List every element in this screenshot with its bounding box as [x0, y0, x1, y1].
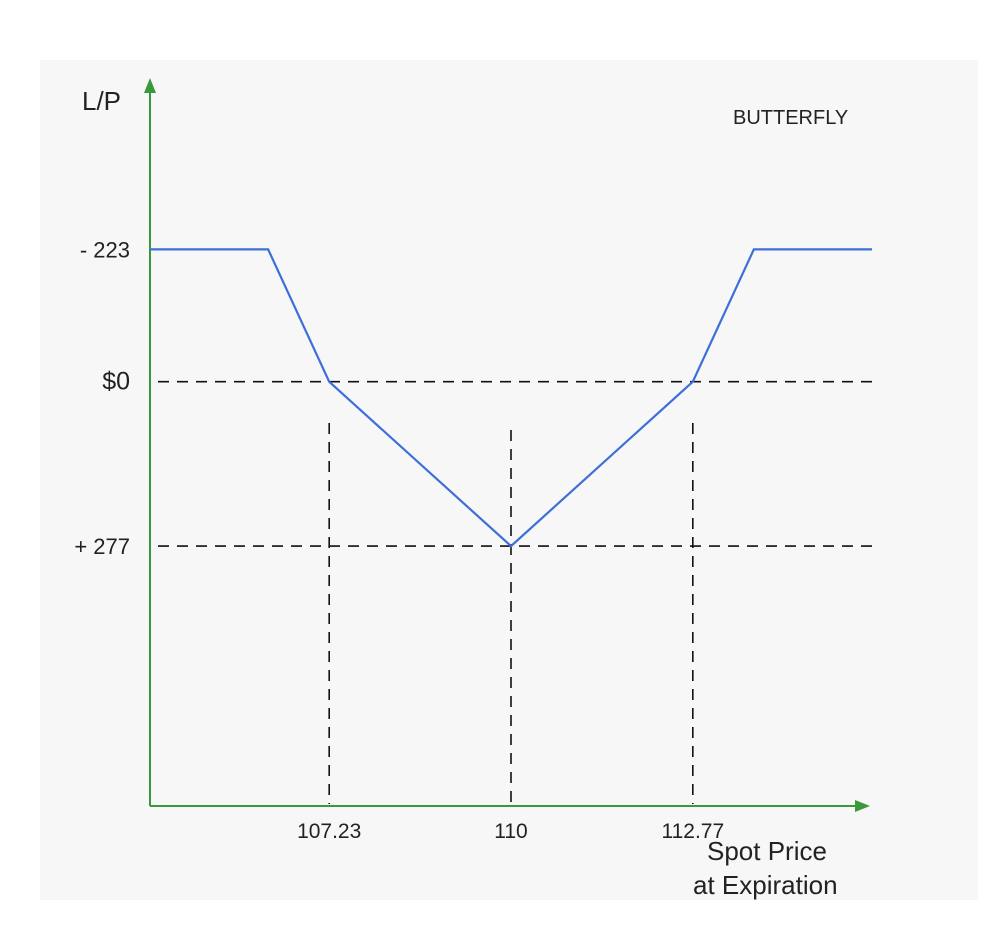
x-tick-label-1: 110	[494, 820, 527, 843]
series-group	[150, 248, 872, 548]
x-axis-label-line2: at Expiration	[693, 870, 838, 900]
chart-title: BUTTERFLY	[733, 107, 848, 129]
y-tick-label-0: - 223	[80, 237, 130, 262]
y-tick-label-1: $0	[102, 368, 130, 396]
payoff-line-series-0	[150, 248, 872, 548]
x-axis-label-line1: Spot Price	[707, 836, 827, 866]
chart-panel	[40, 60, 978, 900]
y-axis-label: L/P	[82, 86, 121, 116]
axes	[144, 78, 870, 812]
x-axis-arrow	[855, 800, 870, 812]
reference-lines	[158, 380, 872, 804]
y-axis-arrow	[144, 78, 156, 93]
labels: L/P BUTTERFLY Spot Price at Expiration	[82, 86, 848, 900]
x-tick-label-2: 112.77	[661, 820, 724, 843]
x-tick-label-0: 107.23	[297, 820, 361, 843]
y-tick-label-2: + 277	[74, 534, 130, 559]
tick-labels: - 223 $0 + 277 107.23 110 112.77	[74, 237, 724, 843]
